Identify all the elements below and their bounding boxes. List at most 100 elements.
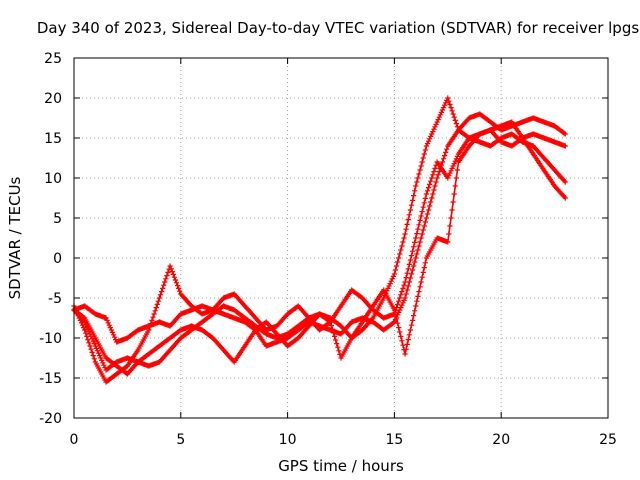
plus-marker [335, 344, 341, 350]
plus-marker [422, 147, 428, 153]
plus-marker [408, 271, 415, 277]
plus-marker [101, 362, 107, 368]
y-tick-label: 5 [53, 211, 62, 227]
plus-marker [408, 322, 415, 328]
plus-marker [106, 322, 112, 328]
plus-marker [336, 348, 342, 354]
plus-marker [422, 195, 428, 201]
plus-marker [562, 179, 568, 185]
series-day-4 [71, 119, 568, 377]
x-tick-label: 25 [599, 432, 617, 448]
plus-marker [398, 247, 404, 253]
y-tick-label: 20 [44, 91, 62, 107]
plus-marker [448, 168, 454, 174]
plus-marker [431, 187, 437, 193]
plus-marker [419, 231, 425, 237]
x-tick-label: 0 [70, 432, 79, 448]
chart-title: Day 340 of 2023, Sidereal Day-to-day VTE… [37, 19, 640, 37]
plus-marker [449, 207, 455, 213]
plus-marker [395, 259, 401, 265]
plus-marker [433, 121, 439, 127]
plus-marker [110, 332, 117, 338]
plus-marker [446, 231, 452, 237]
plus-marker [98, 355, 104, 361]
plus-marker [154, 301, 160, 307]
plus-marker [409, 317, 416, 323]
plus-marker [84, 333, 90, 339]
plus-marker [90, 353, 96, 359]
plus-marker [413, 303, 419, 309]
plus-marker [450, 199, 456, 205]
plus-marker [404, 270, 410, 276]
plus-marker [441, 153, 448, 159]
plus-marker [404, 341, 410, 347]
plus-marker [409, 267, 416, 273]
plus-marker [83, 330, 89, 336]
plus-marker [422, 260, 428, 266]
plus-marker [164, 273, 170, 279]
plus-marker [417, 284, 423, 290]
plus-marker [412, 259, 418, 265]
plus-marker [428, 133, 434, 139]
plus-marker [406, 261, 412, 267]
plus-marker [406, 212, 412, 218]
y-tick-label: -15 [39, 371, 62, 387]
plus-marker [111, 334, 118, 340]
plus-marker [77, 317, 84, 323]
plus-marker [146, 327, 152, 333]
plus-marker [420, 204, 426, 210]
plus-marker [561, 130, 567, 136]
plus-marker [562, 143, 568, 149]
plus-marker [434, 119, 440, 125]
plus-marker [424, 188, 431, 194]
plus-marker [99, 357, 105, 363]
plus-marker [170, 271, 176, 277]
plus-marker [90, 338, 96, 344]
plus-marker [399, 243, 405, 249]
plus-marker [168, 266, 174, 272]
plus-marker [88, 346, 94, 352]
plus-marker [451, 161, 457, 167]
x-tick-label: 10 [279, 432, 297, 448]
plus-marker [400, 239, 406, 245]
plus-marker [81, 314, 87, 320]
plus-marker [402, 351, 408, 357]
plus-marker [447, 101, 453, 107]
plus-marker [100, 360, 106, 366]
plus-marker [447, 170, 453, 176]
plus-marker [404, 221, 410, 227]
plus-marker [395, 320, 401, 326]
plus-marker [407, 327, 414, 333]
plus-marker [449, 165, 455, 171]
plus-marker [454, 167, 461, 173]
series-markers [71, 95, 568, 373]
plus-marker [427, 203, 433, 209]
plus-marker [405, 217, 411, 223]
x-tick-label: 20 [492, 432, 510, 448]
plus-marker [165, 269, 171, 275]
plus-marker [399, 289, 405, 295]
plus-marker [448, 215, 454, 221]
plus-marker [95, 350, 102, 356]
plus-marker [418, 235, 424, 241]
plus-marker [425, 207, 432, 213]
x-tick-label: 15 [385, 432, 403, 448]
plus-marker [420, 269, 426, 275]
plus-marker [403, 346, 409, 352]
plus-marker [387, 281, 393, 287]
plus-marker [176, 285, 182, 291]
plus-marker [421, 200, 427, 206]
plus-marker [403, 226, 409, 232]
plus-marker [411, 244, 417, 250]
plus-marker [89, 349, 95, 355]
plus-marker [424, 211, 431, 217]
plus-marker [417, 167, 423, 173]
plus-marker [431, 126, 437, 132]
plus-marker [419, 209, 425, 215]
plus-marker [153, 305, 159, 311]
series-day-3 [71, 131, 568, 385]
plus-marker [400, 342, 406, 348]
plus-marker [418, 163, 424, 169]
